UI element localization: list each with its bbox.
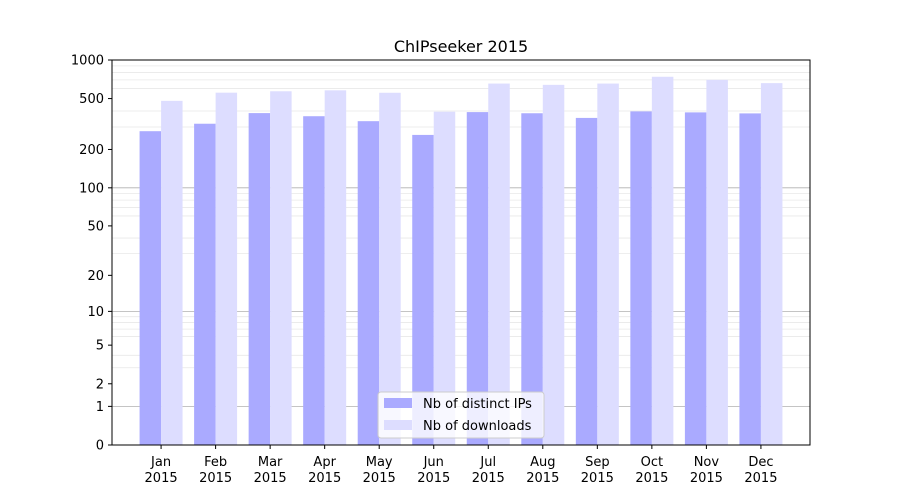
x-tick-label-month: Dec <box>748 455 773 470</box>
x-tick-label-month: Nov <box>694 455 720 470</box>
x-tick-label-month: Feb <box>204 455 227 470</box>
bar-nb-of-distinct-ips-jan <box>139 131 162 445</box>
x-tick-label-month: Jul <box>479 455 496 470</box>
legend-box <box>377 391 545 439</box>
legend-swatch-downloads <box>384 420 412 430</box>
bar-nb-of-downloads-dec <box>760 83 783 446</box>
bar-nb-of-distinct-ips-dec <box>739 113 761 445</box>
x-tick-label-year: 2015 <box>145 471 178 486</box>
bar-nb-of-downloads-jun <box>433 111 456 446</box>
y-tick-label: 500 <box>79 92 104 107</box>
bar-nb-of-distinct-ips-jun <box>412 134 434 445</box>
bar-nb-of-downloads-feb <box>215 92 238 445</box>
y-tick-label: 10 <box>87 305 104 320</box>
y-tick-label: 20 <box>87 269 104 284</box>
x-tick-label-year: 2015 <box>690 471 723 486</box>
bar-nb-of-downloads-jul <box>488 83 510 446</box>
x-tick-label-month: Jan <box>150 455 171 470</box>
y-tick-label: 0 <box>96 439 104 454</box>
y-tick-label: 1 <box>96 400 104 415</box>
bar-nb-of-downloads-nov <box>706 79 728 445</box>
legend-label-distinct-ips: Nb of distinct IPs <box>423 397 532 412</box>
x-tick-label-month: Oct <box>641 455 663 470</box>
x-tick-label-month: Aug <box>530 455 555 470</box>
y-tick-label: 50 <box>87 219 104 234</box>
bar-nb-of-distinct-ips-jul <box>466 112 489 445</box>
chart-title: ChIPseeker 2015 <box>394 37 528 56</box>
x-tick-label-year: 2015 <box>308 471 341 486</box>
bar-nb-of-downloads-mar <box>270 91 292 445</box>
bar-nb-of-distinct-ips-may <box>357 121 380 445</box>
bars <box>139 76 783 446</box>
bar-nb-of-distinct-ips-aug <box>521 113 543 446</box>
y-tick-label: 100 <box>79 181 104 196</box>
y-tick-label: 200 <box>79 143 104 158</box>
bar-nb-of-distinct-ips-sep <box>575 117 598 446</box>
x-tick-label-year: 2015 <box>744 471 777 486</box>
bar-nb-of-distinct-ips-nov <box>684 112 707 446</box>
legend-label-downloads: Nb of downloads <box>423 419 532 434</box>
bar-nb-of-distinct-ips-oct <box>630 111 652 445</box>
y-axis: 0 1 2 5 10 20 50 100 200 500 1000 <box>71 54 112 454</box>
bar-nb-of-downloads-apr <box>324 90 347 446</box>
x-tick-label-year: 2015 <box>635 471 668 486</box>
x-tick-label-month: Jun <box>423 455 444 470</box>
x-tick-label-month: May <box>366 455 393 470</box>
x-tick-label-year: 2015 <box>199 471 232 486</box>
x-tick-label-month: Apr <box>313 455 336 470</box>
plot-frame <box>111 59 811 446</box>
legend-swatch-distinct-ips <box>384 398 412 408</box>
x-axis: Jan2015Feb2015Mar2015Apr2015May2015Jun20… <box>145 445 777 486</box>
bar-nb-of-downloads-jan <box>161 100 183 445</box>
x-tick-label-year: 2015 <box>254 471 287 486</box>
x-tick-label-year: 2015 <box>526 471 559 486</box>
x-tick-label-month: Sep <box>585 455 610 470</box>
bar-nb-of-distinct-ips-mar <box>248 113 271 445</box>
y-tick-label: 2 <box>96 377 104 392</box>
bar-nb-of-downloads-aug <box>542 84 565 445</box>
bar-nb-of-downloads-oct <box>651 76 674 445</box>
x-tick-label-year: 2015 <box>581 471 614 486</box>
y-tick-label: 5 <box>96 339 104 354</box>
bar-nb-of-downloads-may <box>379 92 401 446</box>
legend: Nb of distinct IPs Nb of downloads <box>377 391 545 439</box>
bar-nb-of-downloads-sep <box>597 83 619 446</box>
y-tick-label: 1000 <box>71 54 104 69</box>
x-tick-label-year: 2015 <box>417 471 450 486</box>
x-tick-label-year: 2015 <box>363 471 396 486</box>
x-tick-label-year: 2015 <box>472 471 505 486</box>
bar-nb-of-distinct-ips-apr <box>303 116 325 446</box>
x-tick-label-month: Mar <box>258 455 283 470</box>
bar-nb-of-distinct-ips-feb <box>194 123 216 445</box>
